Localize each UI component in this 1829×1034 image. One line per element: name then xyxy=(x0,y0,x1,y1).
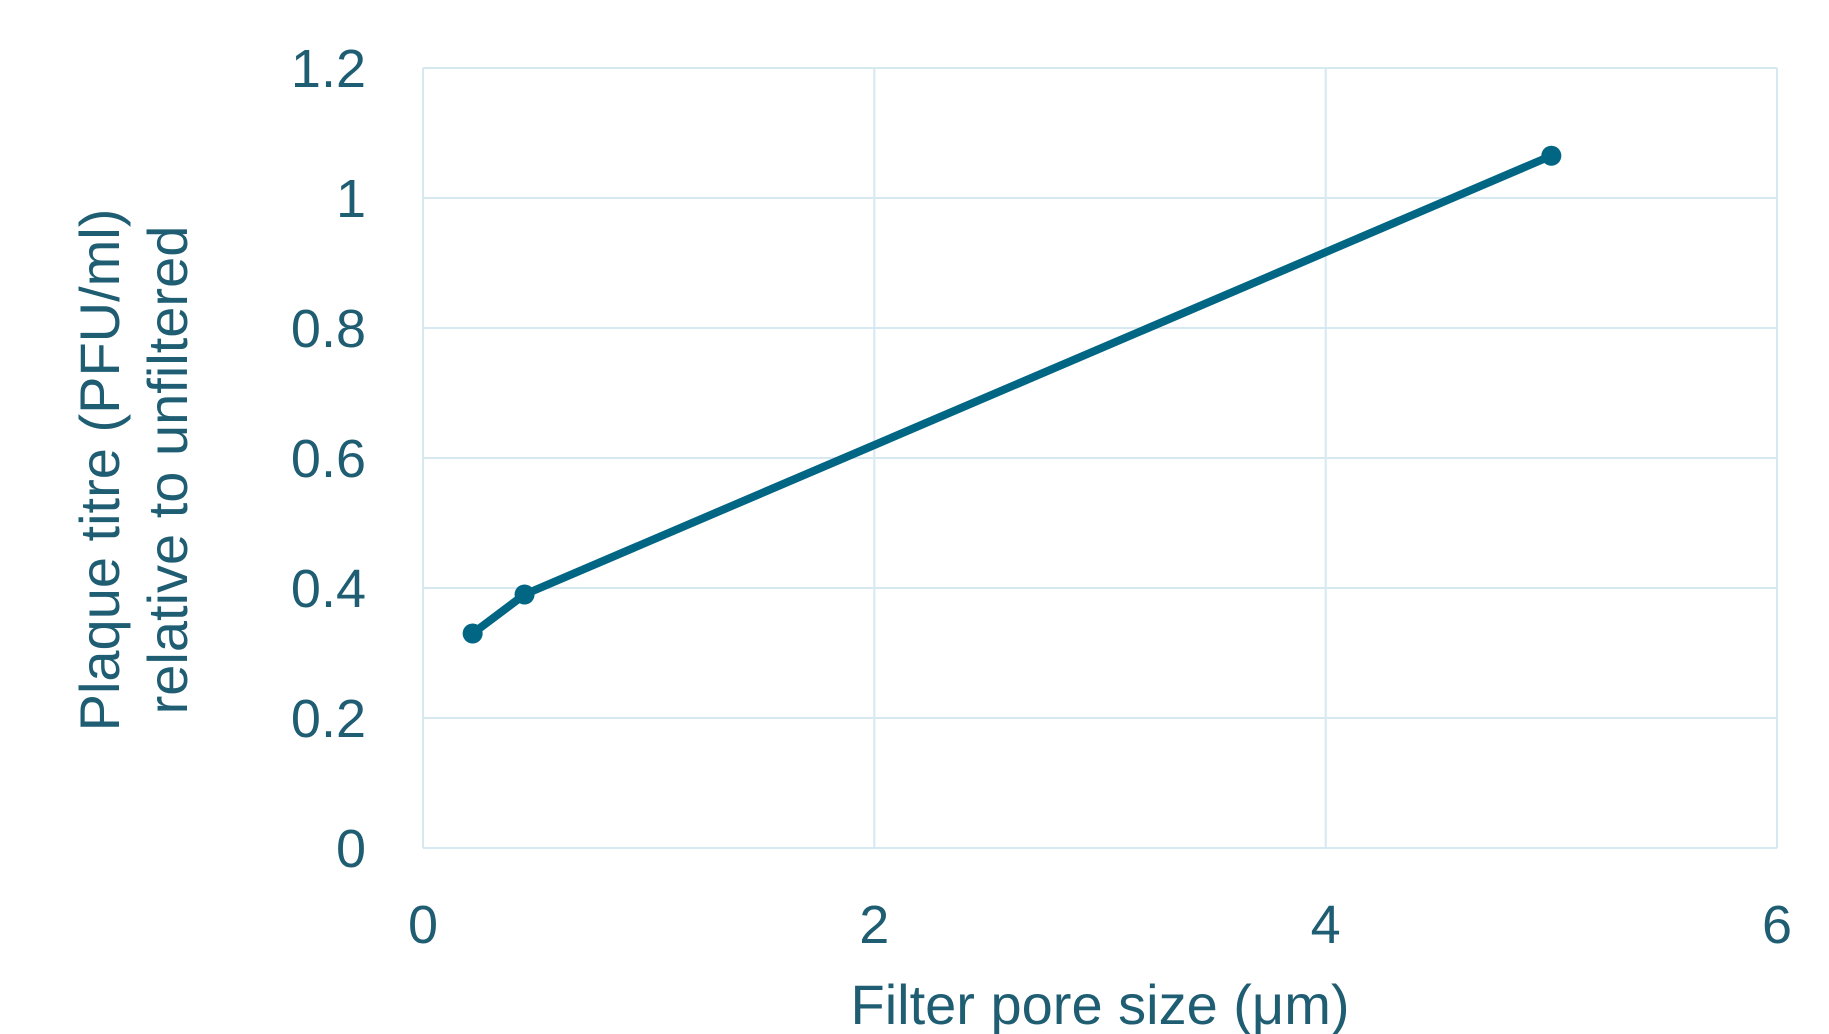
x-tick-label: 0 xyxy=(408,895,438,955)
x-tick-label: 2 xyxy=(859,895,889,955)
y-tick-label: 0.6 xyxy=(291,429,366,489)
grid-lines xyxy=(422,67,1778,849)
axis-titles: Filter pore size (μm) Plaque titre (PFU/… xyxy=(68,209,1350,1034)
y-axis-title-line-1: Plaque titre (PFU/ml) xyxy=(68,209,131,732)
data-point xyxy=(514,584,535,605)
x-axis-title: Filter pore size (μm) xyxy=(851,973,1350,1034)
tick-labels: 0 0.2 0.4 0.6 0.8 1 1.2 0 2 4 6 xyxy=(291,39,1792,955)
y-tick-label: 0.4 xyxy=(291,559,366,619)
x-tick-label: 4 xyxy=(1311,895,1341,955)
y-tick-label: 1 xyxy=(336,169,366,229)
y-tick-label: 1.2 xyxy=(291,39,366,99)
y-tick-label: 0.8 xyxy=(291,299,366,359)
y-tick-label: 0 xyxy=(336,819,366,879)
data-point xyxy=(462,623,483,644)
series-layer xyxy=(462,145,1562,644)
y-tick-label: 0.2 xyxy=(291,689,366,749)
y-axis-title-line-2: relative to unfiltered xyxy=(136,226,199,715)
data-point xyxy=(1541,145,1562,166)
x-tick-label: 6 xyxy=(1762,895,1792,955)
